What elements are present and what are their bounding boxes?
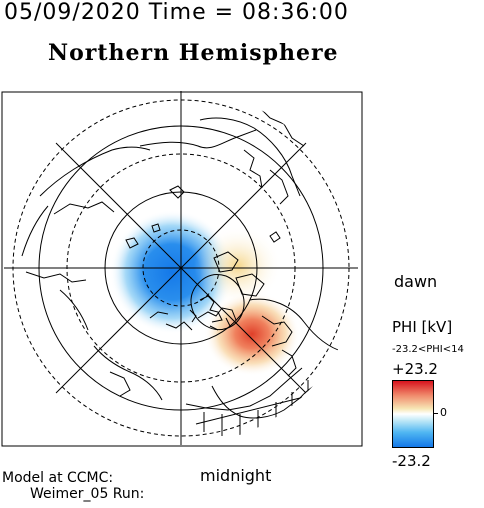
date-time-header: 05/09/2020 Time = 08:36:00 [4,0,349,25]
dawn-label: dawn [394,272,438,291]
page-title: Northern Hemisphere [48,40,339,66]
model-run-label: Weimer_05 Run: [30,486,145,502]
model-label: Model at CCMC: [2,470,114,486]
transition-region [194,226,282,306]
legend-max-label: +23.2 [392,360,438,378]
legend-range: -23.2<PHI<14 [392,344,464,355]
legend-colorbar [392,380,434,448]
negative-potential-cell [110,210,234,334]
positive-potential-cell [204,292,300,376]
legend-zero-label: 0 [440,406,447,419]
polar-potential-map [1,91,363,447]
legend-zero-tick [434,413,438,414]
midnight-label: midnight [200,466,272,485]
meridian-lines [4,91,358,445]
legend-min-label: -23.2 [392,452,431,470]
legend-title: PHI [kV] [392,318,453,336]
